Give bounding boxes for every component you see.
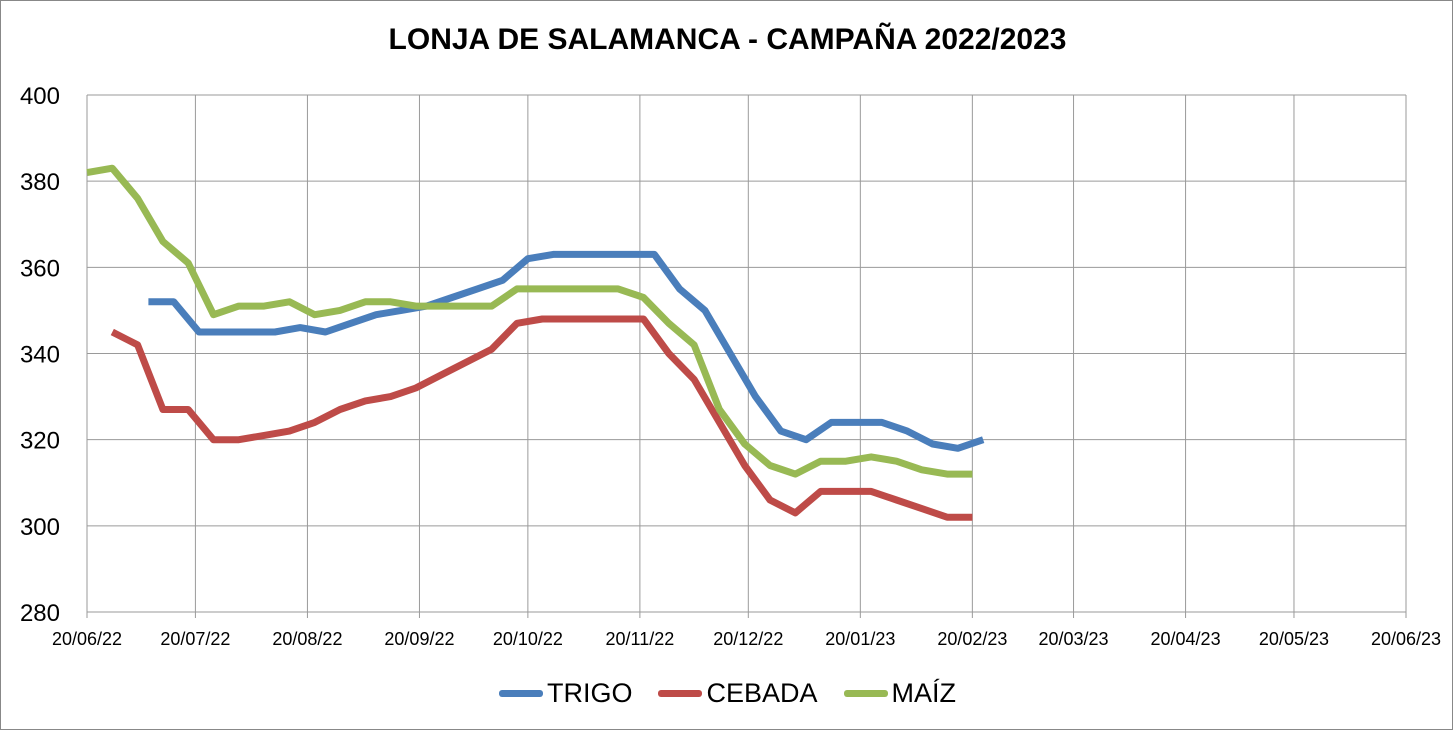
legend-swatch bbox=[658, 690, 702, 697]
x-tick-label: 20/10/22 bbox=[493, 629, 563, 649]
x-tick-label: 20/07/22 bbox=[160, 629, 230, 649]
legend-label: MAÍZ bbox=[892, 678, 957, 709]
legend-label: TRIGO bbox=[547, 678, 633, 709]
x-axis-ticks: 20/06/22 20/07/22 20/08/22 20/09/22 20/10/22… bbox=[52, 629, 1441, 649]
series-lines bbox=[87, 168, 983, 517]
legend-item: CEBADA bbox=[658, 678, 817, 709]
series-line-cebada bbox=[112, 319, 972, 517]
legend-item: MAÍZ bbox=[844, 678, 957, 709]
x-tick-label: 20/01/23 bbox=[825, 629, 895, 649]
x-tick-label: 20/06/22 bbox=[52, 629, 122, 649]
x-tick-label: 20/02/23 bbox=[937, 629, 1007, 649]
x-tick-label: 20/05/23 bbox=[1259, 629, 1329, 649]
x-tick-label: 20/04/23 bbox=[1151, 629, 1221, 649]
gridlines bbox=[87, 95, 1406, 618]
y-tick-label: 320 bbox=[20, 428, 60, 455]
x-tick-label: 20/08/22 bbox=[272, 629, 342, 649]
x-tick-label: 20/09/22 bbox=[384, 629, 454, 649]
y-tick-label: 380 bbox=[20, 169, 60, 196]
y-axis-ticks: 280 300 320 340 360 380 400 bbox=[20, 83, 60, 627]
x-tick-label: 20/06/23 bbox=[1371, 629, 1441, 649]
legend-label: CEBADA bbox=[706, 678, 817, 709]
legend-item: TRIGO bbox=[499, 678, 633, 709]
y-tick-label: 400 bbox=[20, 83, 60, 110]
x-tick-label: 20/12/22 bbox=[713, 629, 783, 649]
y-tick-label: 360 bbox=[20, 255, 60, 282]
legend-swatch bbox=[844, 690, 888, 697]
y-tick-label: 300 bbox=[20, 514, 60, 541]
legend-swatch bbox=[499, 690, 543, 697]
legend: TRIGO CEBADA MAÍZ bbox=[1, 673, 1453, 713]
y-tick-label: 340 bbox=[20, 342, 60, 369]
x-tick-label: 20/11/22 bbox=[606, 629, 675, 649]
y-tick-label: 280 bbox=[20, 600, 60, 627]
series-line-trigo bbox=[148, 254, 983, 448]
x-tick-label: 20/03/23 bbox=[1039, 629, 1109, 649]
